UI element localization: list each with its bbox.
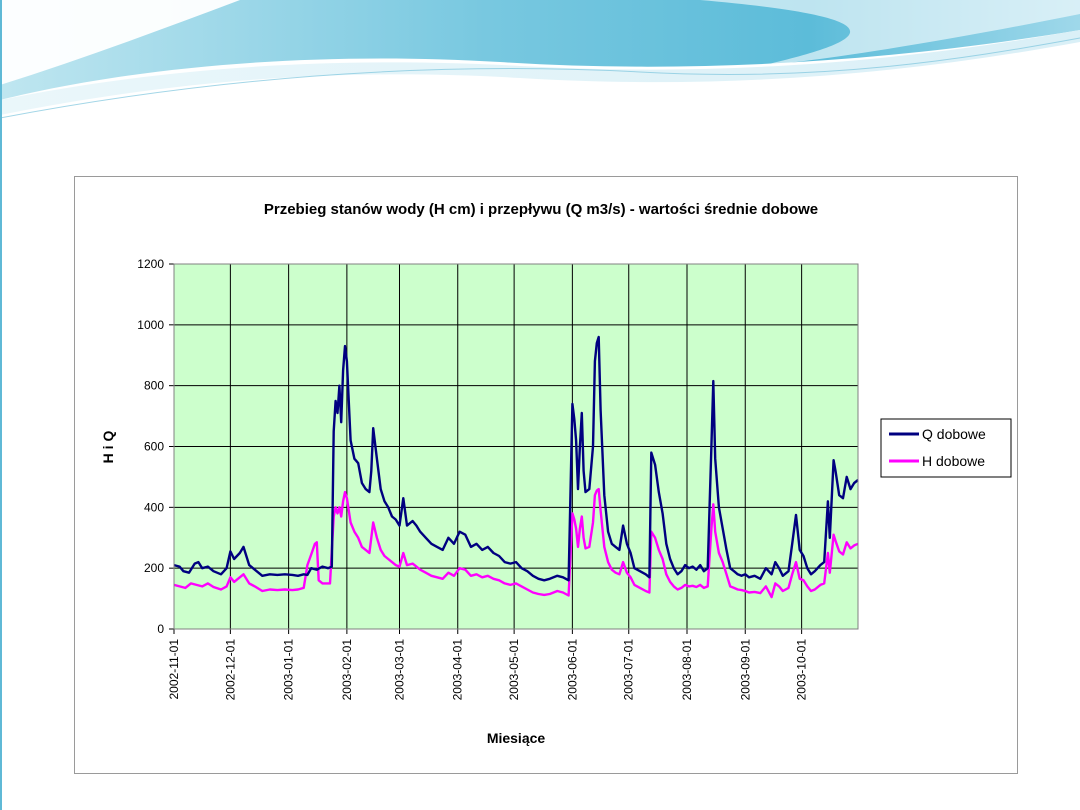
chart-title: Przebieg stanów wody (H cm) i przepływu … [264, 201, 818, 218]
plot-border [173, 263, 859, 630]
x-tick-label: 2003-07-01 [622, 639, 636, 701]
chart-frame: Przebieg stanów wody (H cm) i przepływu … [74, 176, 1018, 774]
legend-label-q: Q dobowe [922, 426, 986, 442]
y-tick-label: 0 [157, 622, 164, 636]
legend-label-h: H dobowe [922, 453, 985, 469]
x-tick-label: 2002-11-01 [167, 639, 181, 700]
x-tick-label: 2003-06-01 [565, 639, 579, 701]
chart: Przebieg stanów wody (H cm) i przepływu … [100, 201, 1012, 746]
x-tick-label: 2003-09-01 [738, 639, 752, 701]
y-tick-label: 800 [144, 379, 164, 393]
wave-decoration [0, 0, 1080, 119]
legend: Q dobowe H dobowe [880, 418, 1012, 478]
x-axis-title: Miesiące [487, 730, 546, 746]
x-tick-label: 2003-02-01 [340, 639, 354, 701]
x-tick-label: 2003-01-01 [282, 639, 296, 701]
grid [174, 263, 858, 629]
legend-box [880, 418, 1012, 478]
x-tick-label: 2003-08-01 [680, 639, 694, 701]
y-tick-label: 200 [144, 561, 164, 575]
left-edge-line [0, 0, 2, 810]
x-tick-label: 2003-05-01 [507, 639, 521, 701]
y-tick-label: 1000 [137, 318, 164, 332]
series-line-h [173, 487, 859, 599]
y-axis-title: H i Q [100, 431, 116, 464]
x-tick-label: 2002-12-01 [223, 639, 237, 701]
y-tick-label: 400 [144, 500, 164, 514]
x-axis: 2002-11-01 2002-12-01 2003-01-01 2003-02-01… [167, 628, 858, 701]
y-tick-label: 600 [144, 440, 164, 454]
series-line-q [173, 335, 859, 582]
x-tick-label: 2003-10-01 [795, 639, 809, 701]
y-tick-label: 1200 [137, 257, 164, 271]
x-tick-label: 2003-03-01 [392, 639, 406, 701]
x-tick-label: 2003-04-01 [451, 639, 465, 701]
series-group [173, 335, 859, 599]
y-axis: 0 200 400 600 800 1000 1200 [137, 257, 175, 636]
